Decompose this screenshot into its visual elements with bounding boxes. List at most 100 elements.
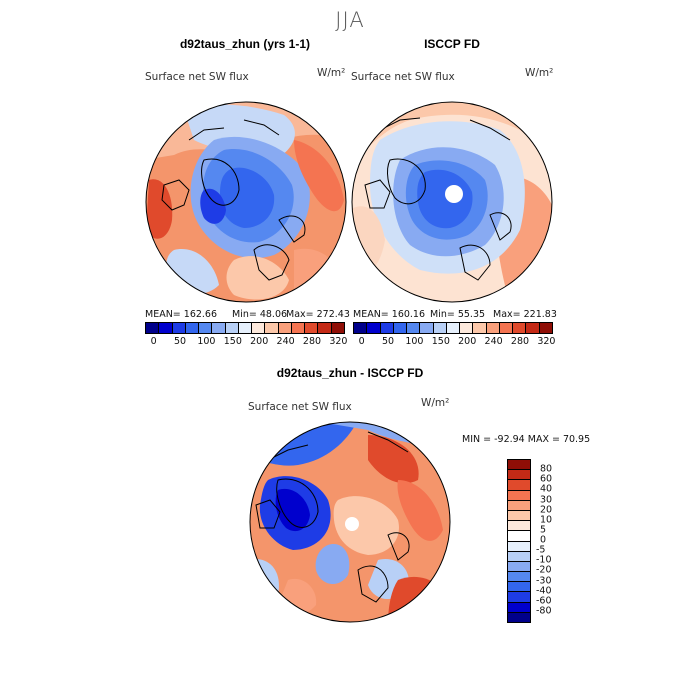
- panel3-colorbar-tick-label: -80: [536, 605, 552, 617]
- panel2-colorbar-box: [433, 323, 447, 333]
- panel3-colorbar-box: [508, 612, 530, 622]
- panel3-colorbar-box: [508, 521, 530, 532]
- panel1-colorbar-box: [305, 323, 319, 333]
- panel2-map: [351, 101, 553, 303]
- panel3-colorbar-ticks: 80 60 40 30 20 10 5 0 -5 -10 -20 -30 -40 -60 -80: [536, 459, 576, 621]
- panel3-colorbar-tick-label: -10: [536, 554, 552, 566]
- panel1-colorbar-box: [185, 323, 200, 333]
- panel2-subtitle: Surface net SW flux: [351, 71, 455, 83]
- panel1-colorbar-box: [331, 323, 344, 333]
- panel1-subtitle: Surface net SW flux: [145, 71, 249, 83]
- panel3-colorbar-tick-label: 80: [540, 463, 553, 475]
- panel3-colorbar-tick-label: -20: [536, 564, 552, 576]
- panel1-colorbar-box: [291, 323, 306, 333]
- panel3-colorbar-tick-label: -60: [536, 595, 552, 607]
- panel3-colorbar-box: [508, 561, 530, 573]
- panel3-colorbar-box: [508, 551, 530, 562]
- panel2-colorbar-box: [420, 323, 434, 333]
- panel3-map: [249, 421, 451, 623]
- panel3-colorbar-tick-label: 5: [540, 524, 547, 536]
- panel3-stats: MIN = -92.94 MAX = 70.95: [462, 434, 591, 445]
- panel3-colorbar-tick-label: 60: [540, 473, 553, 485]
- panel2-units: W/m²: [525, 67, 554, 79]
- panel1-title: d92taus_zhun (yrs 1-1): [179, 37, 311, 51]
- panel1-colorbar-tick-label: 200: [250, 336, 269, 347]
- panel2-colorbar-tick-label: 150: [431, 336, 450, 347]
- panel1-colorbar-box: [146, 323, 160, 333]
- panel1-colorbar-box: [172, 323, 186, 333]
- panel2-colorbar-tick-label: 240: [484, 336, 503, 347]
- panel3-colorbar-tick-label: 10: [540, 514, 553, 526]
- panel1-map: [145, 101, 347, 303]
- panel3-title: d92taus_zhun - ISCCP FD: [276, 366, 424, 380]
- panel3-colorbar-tick-label: 0: [540, 534, 547, 546]
- panel1-colorbar-box: [278, 323, 292, 333]
- panel3-colorbar-tick-label: 40: [540, 483, 553, 495]
- panel3-colorbar-box: [508, 500, 530, 511]
- panel2-max: Max= 221.83: [493, 309, 557, 320]
- panel1-min: Min= 48.06: [232, 309, 288, 320]
- season-title: JJA: [335, 8, 365, 32]
- panel2-colorbar-box: [354, 323, 368, 333]
- panel1-colorbar-box: [225, 323, 239, 333]
- panel1-units: W/m²: [317, 67, 346, 79]
- panel1-colorbar-box: [318, 323, 332, 333]
- panel2-colorbar-box: [539, 323, 552, 333]
- panel1-colorbar-tick-label: 0: [150, 336, 157, 347]
- panel3-colorbar-tick-label: -5: [536, 544, 546, 556]
- panel1-colorbar-box: [265, 323, 279, 333]
- panel3-colorbar-tick-label: 30: [540, 494, 553, 505]
- panel2-colorbar-box: [380, 323, 394, 333]
- panel3-colorbar-box: [508, 582, 530, 593]
- panel3-colorbar: [507, 459, 531, 623]
- panel1-max: Max= 272.43: [286, 309, 350, 320]
- panel2-colorbar-tick-label: 100: [405, 336, 424, 347]
- panel2-colorbar-box: [393, 323, 408, 333]
- panel2-colorbar-tick-label: 280: [510, 336, 530, 347]
- panel1-colorbar-box: [199, 323, 213, 333]
- panel3-colorbar-box: [508, 531, 530, 542]
- panel2-colorbar-box: [446, 323, 461, 333]
- panel2-colorbar-box: [460, 323, 474, 333]
- panel1-colorbar-tick-label: 320: [329, 336, 348, 347]
- panel2-colorbar-box: [473, 323, 487, 333]
- panel3-colorbar-box: [508, 592, 530, 603]
- panel3-subtitle: Surface net SW flux: [248, 401, 352, 413]
- panel1-colorbar: [145, 322, 345, 334]
- panel3-colorbar-box: [508, 470, 530, 481]
- panel1-colorbar-box: [238, 323, 253, 333]
- panel2-mean: MEAN= 160.16: [353, 309, 426, 320]
- panel3-colorbar-tick-label: -40: [536, 585, 552, 597]
- panel3-colorbar-box: [508, 602, 530, 613]
- panel2-colorbar-tick-label: 50: [381, 336, 395, 347]
- panel3-units: W/m²: [421, 397, 450, 409]
- panel1-colorbar-box: [252, 323, 266, 333]
- panel2-colorbar: [353, 322, 553, 334]
- panel2-colorbar-box: [486, 323, 500, 333]
- panel2-colorbar-box: [526, 323, 540, 333]
- panel1-mean: MEAN= 162.66: [145, 309, 218, 320]
- panel2-colorbar-tick-label: 0: [358, 336, 365, 347]
- panel3-colorbar-box: [508, 510, 530, 522]
- panel2-colorbar-box: [367, 323, 381, 333]
- panel3-colorbar-box: [508, 490, 530, 501]
- panel2-colorbar-box: [407, 323, 421, 333]
- panel3-colorbar-box: [508, 460, 530, 471]
- panel1-colorbar-ticks: 0 50 100 150 200 240 280 320: [145, 336, 348, 348]
- panel3-colorbar-tick-label: 20: [540, 504, 553, 516]
- panel1-colorbar-tick-label: 50: [173, 336, 187, 347]
- panel2-title: ISCCP FD: [424, 37, 480, 51]
- panel2-colorbar-box: [499, 323, 514, 333]
- panel2-colorbar-ticks: 0 50 100 150 200 240 280 320: [353, 336, 556, 348]
- panel3-colorbar-box: [508, 572, 530, 583]
- panel1-colorbar-tick-label: 280: [302, 336, 322, 347]
- panel2-colorbar-box: [513, 323, 527, 333]
- panel1-colorbar-tick-label: 100: [197, 336, 216, 347]
- panel3-colorbar-box: [508, 541, 530, 552]
- panel2-min: Min= 55.35: [430, 309, 486, 320]
- panel2-colorbar-tick-label: 320: [537, 336, 556, 347]
- panel1-colorbar-box: [212, 323, 226, 333]
- panel1-colorbar-tick-label: 240: [276, 336, 295, 347]
- panel1-colorbar-tick-label: 150: [223, 336, 242, 347]
- panel2-colorbar-tick-label: 200: [458, 336, 477, 347]
